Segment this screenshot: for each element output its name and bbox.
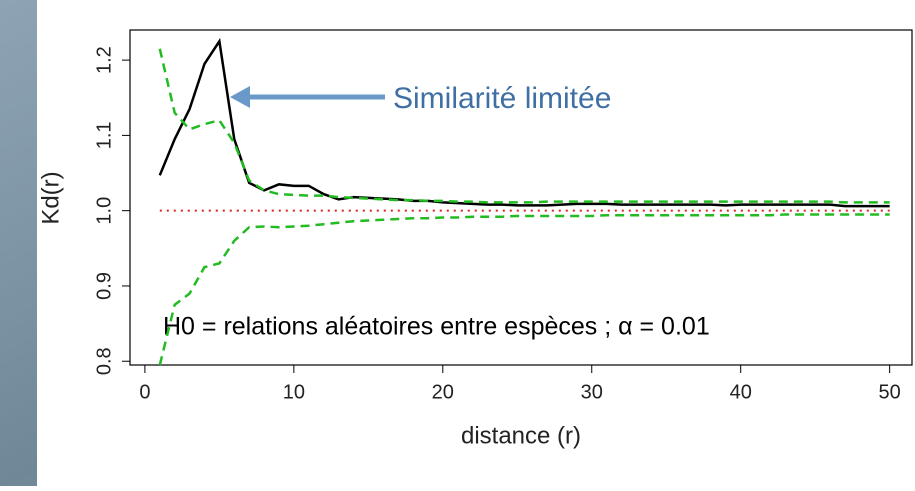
x-tick-label: 40: [730, 381, 752, 403]
series-line: [158, 37, 890, 208]
series-line: [158, 213, 890, 366]
x-tick-label: 10: [283, 381, 305, 403]
annotation: Similarité limitée: [393, 82, 611, 115]
x-axis-label: distance (r): [461, 422, 581, 449]
x-tick-label: 0: [139, 381, 150, 403]
x-tick-label: 50: [879, 381, 901, 403]
y-tick-label: 1.0: [93, 197, 115, 225]
y-tick-label: 1.1: [93, 121, 115, 149]
y-tick-label: 1.2: [93, 46, 115, 74]
plot-frame: [129, 29, 913, 366]
y-tick-label: 0.8: [93, 347, 115, 375]
x-tick-label: 30: [581, 381, 603, 403]
annotation: H0 = relations aléatoires entre espèces …: [163, 313, 710, 341]
x-tick-label: 20: [432, 381, 454, 403]
y-tick-label: 0.9: [93, 272, 115, 300]
y-axis-label: Kd(r): [37, 171, 64, 224]
arrow-head: [230, 86, 250, 108]
series-line: [158, 48, 890, 204]
plot-panel: [37, 0, 915, 486]
